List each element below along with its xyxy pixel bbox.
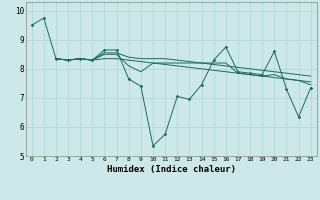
X-axis label: Humidex (Indice chaleur): Humidex (Indice chaleur) — [107, 165, 236, 174]
